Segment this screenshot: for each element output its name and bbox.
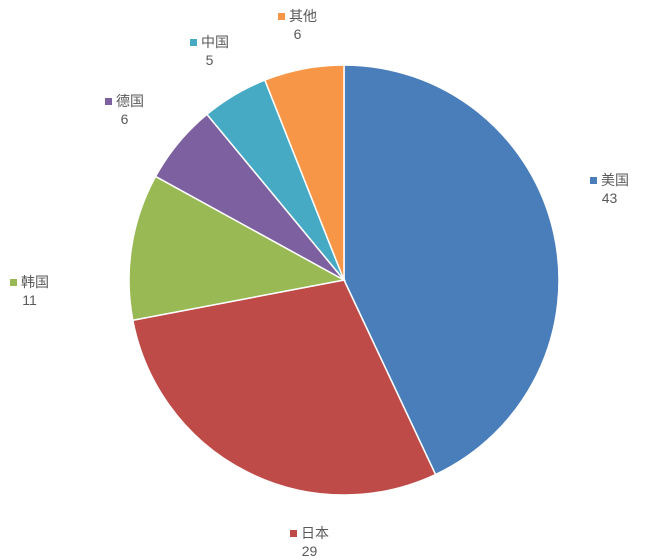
pie-svg <box>0 0 668 558</box>
pie-chart: 美国43日本29韩国11德国6中国5其他6 <box>0 0 668 558</box>
